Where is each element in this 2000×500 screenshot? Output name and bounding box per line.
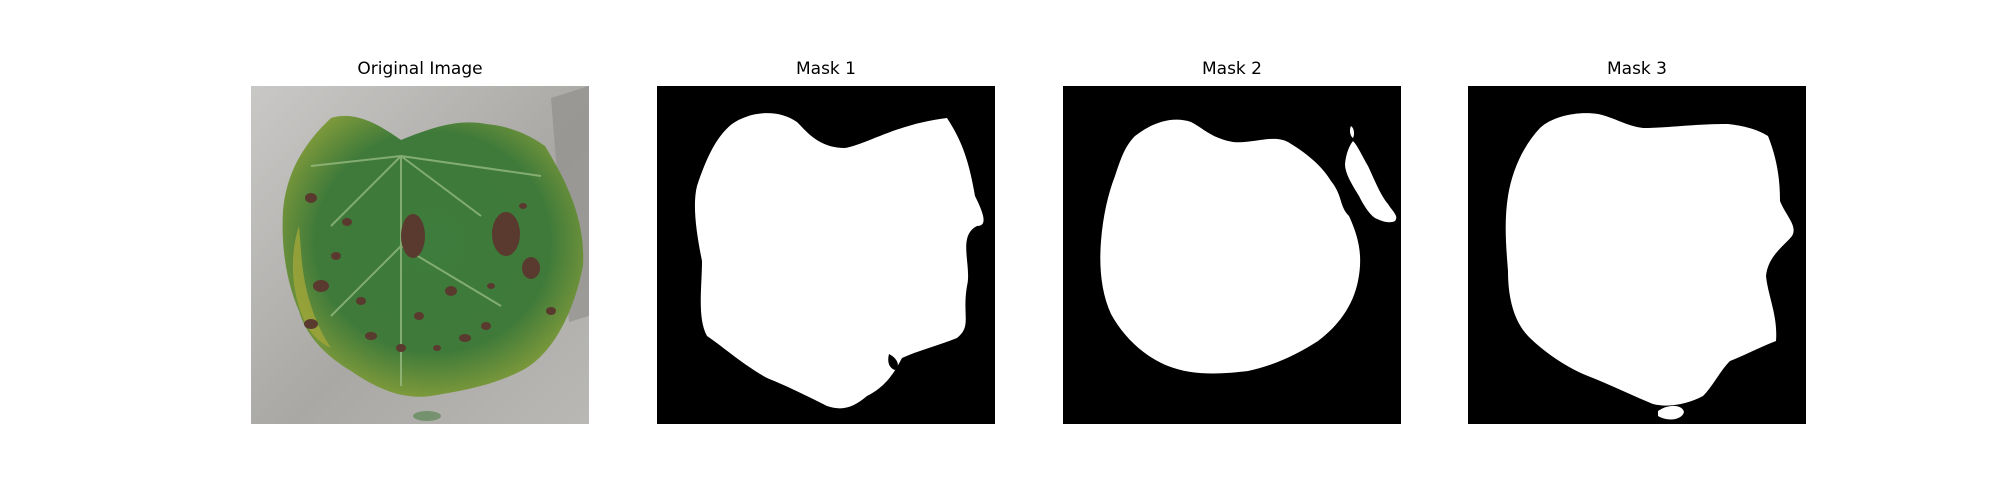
mask-1-image [657,86,995,424]
panel-title: Original Image [357,59,483,79]
original-leaf-photo [251,86,589,424]
panel-title: Mask 2 [1201,59,1262,79]
panel-original-image: Original Image [251,52,589,424]
mask-2-image [1063,86,1401,424]
panel-title: Mask 1 [795,59,856,79]
mask-3-image [1468,86,1806,424]
panel-title: Mask 3 [1606,59,1667,79]
panel-mask-2: Mask 2 [1063,52,1401,424]
panel-mask-3: Mask 3 [1468,52,1806,424]
panel-mask-1: Mask 1 [657,52,995,424]
